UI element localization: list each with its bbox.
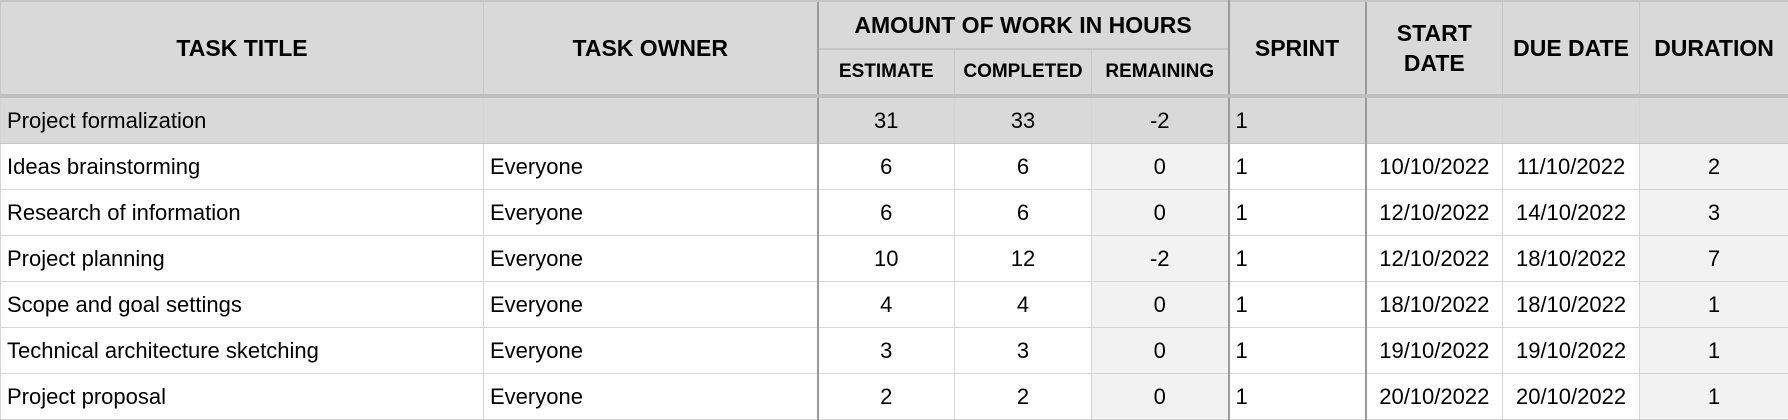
cell-completed[interactable]: 6 xyxy=(955,190,1092,236)
cell-task-owner[interactable]: Everyone xyxy=(484,374,818,420)
cell-estimate[interactable]: 4 xyxy=(818,282,955,328)
cell-remaining[interactable]: 0 xyxy=(1092,190,1229,236)
cell-start-date[interactable]: 20/10/2022 xyxy=(1366,374,1503,420)
header-task-title[interactable]: TASK TITLE xyxy=(1,1,484,96)
cell-duration[interactable]: 1 xyxy=(1640,328,1788,374)
cell-due-date[interactable]: 18/10/2022 xyxy=(1503,282,1640,328)
cell-task-title[interactable]: Project formalization xyxy=(1,96,484,144)
cell-due-date[interactable]: 18/10/2022 xyxy=(1503,236,1640,282)
table-row: Technical architecture sketching Everyon… xyxy=(1,328,1788,374)
cell-estimate[interactable]: 6 xyxy=(818,144,955,190)
table-row: Project planning Everyone 10 12 -2 1 12/… xyxy=(1,236,1788,282)
cell-duration[interactable] xyxy=(1640,96,1788,144)
cell-start-date[interactable]: 18/10/2022 xyxy=(1366,282,1503,328)
cell-completed[interactable]: 4 xyxy=(955,282,1092,328)
cell-task-owner[interactable]: Everyone xyxy=(484,328,818,374)
header-row-top: TASK TITLE TASK OWNER AMOUNT OF WORK IN … xyxy=(1,1,1788,49)
table-row: Ideas brainstorming Everyone 6 6 0 1 10/… xyxy=(1,144,1788,190)
cell-start-date[interactable]: 10/10/2022 xyxy=(1366,144,1503,190)
cell-sprint[interactable]: 1 xyxy=(1229,328,1366,374)
cell-remaining[interactable]: 0 xyxy=(1092,328,1229,374)
cell-sprint[interactable]: 1 xyxy=(1229,96,1366,144)
header-amount-of-work[interactable]: AMOUNT OF WORK IN HOURS xyxy=(818,1,1229,49)
cell-estimate[interactable]: 31 xyxy=(818,96,955,144)
cell-estimate[interactable]: 2 xyxy=(818,374,955,420)
cell-task-owner[interactable]: Everyone xyxy=(484,190,818,236)
cell-completed[interactable]: 3 xyxy=(955,328,1092,374)
cell-task-title[interactable]: Project proposal xyxy=(1,374,484,420)
cell-due-date[interactable] xyxy=(1503,96,1640,144)
cell-completed[interactable]: 2 xyxy=(955,374,1092,420)
cell-task-title[interactable]: Project planning xyxy=(1,236,484,282)
cell-remaining[interactable]: 0 xyxy=(1092,374,1229,420)
cell-remaining[interactable]: 0 xyxy=(1092,144,1229,190)
cell-start-date[interactable] xyxy=(1366,96,1503,144)
cell-sprint[interactable]: 1 xyxy=(1229,236,1366,282)
header-task-owner[interactable]: TASK OWNER xyxy=(484,1,818,96)
cell-due-date[interactable]: 19/10/2022 xyxy=(1503,328,1640,374)
cell-duration[interactable]: 1 xyxy=(1640,282,1788,328)
cell-task-title[interactable]: Research of information xyxy=(1,190,484,236)
cell-sprint[interactable]: 1 xyxy=(1229,374,1366,420)
cell-duration[interactable]: 2 xyxy=(1640,144,1788,190)
cell-start-date[interactable]: 12/10/2022 xyxy=(1366,190,1503,236)
cell-remaining[interactable]: -2 xyxy=(1092,96,1229,144)
header-start-date[interactable]: START DATE xyxy=(1366,1,1503,96)
cell-task-owner[interactable]: Everyone xyxy=(484,282,818,328)
header-estimate[interactable]: ESTIMATE xyxy=(818,49,955,96)
cell-sprint[interactable]: 1 xyxy=(1229,190,1366,236)
cell-completed[interactable]: 6 xyxy=(955,144,1092,190)
header-due-date[interactable]: DUE DATE xyxy=(1503,1,1640,96)
cell-task-title[interactable]: Technical architecture sketching xyxy=(1,328,484,374)
cell-remaining[interactable]: 0 xyxy=(1092,282,1229,328)
header-remaining[interactable]: REMAINING xyxy=(1092,49,1229,96)
cell-estimate[interactable]: 10 xyxy=(818,236,955,282)
table-row: Project proposal Everyone 2 2 0 1 20/10/… xyxy=(1,374,1788,420)
cell-sprint[interactable]: 1 xyxy=(1229,144,1366,190)
cell-start-date[interactable]: 12/10/2022 xyxy=(1366,236,1503,282)
cell-duration[interactable]: 3 xyxy=(1640,190,1788,236)
cell-sprint[interactable]: 1 xyxy=(1229,282,1366,328)
cell-task-title[interactable]: Ideas brainstorming xyxy=(1,144,484,190)
table-row: Scope and goal settings Everyone 4 4 0 1… xyxy=(1,282,1788,328)
cell-estimate[interactable]: 3 xyxy=(818,328,955,374)
cell-duration[interactable]: 7 xyxy=(1640,236,1788,282)
cell-task-owner[interactable]: Everyone xyxy=(484,144,818,190)
table-row-parent: Project formalization 31 33 -2 1 xyxy=(1,96,1788,144)
cell-completed[interactable]: 12 xyxy=(955,236,1092,282)
cell-task-owner[interactable] xyxy=(484,96,818,144)
cell-estimate[interactable]: 6 xyxy=(818,190,955,236)
cell-task-title[interactable]: Scope and goal settings xyxy=(1,282,484,328)
cell-completed[interactable]: 33 xyxy=(955,96,1092,144)
cell-task-owner[interactable]: Everyone xyxy=(484,236,818,282)
header-completed[interactable]: COMPLETED xyxy=(955,49,1092,96)
cell-due-date[interactable]: 11/10/2022 xyxy=(1503,144,1640,190)
table-row: Research of information Everyone 6 6 0 1… xyxy=(1,190,1788,236)
cell-start-date[interactable]: 19/10/2022 xyxy=(1366,328,1503,374)
cell-due-date[interactable]: 20/10/2022 xyxy=(1503,374,1640,420)
cell-due-date[interactable]: 14/10/2022 xyxy=(1503,190,1640,236)
cell-duration[interactable]: 1 xyxy=(1640,374,1788,420)
header-duration[interactable]: DURATION xyxy=(1640,1,1788,96)
header-sprint[interactable]: SPRINT xyxy=(1229,1,1366,96)
cell-remaining[interactable]: -2 xyxy=(1092,236,1229,282)
